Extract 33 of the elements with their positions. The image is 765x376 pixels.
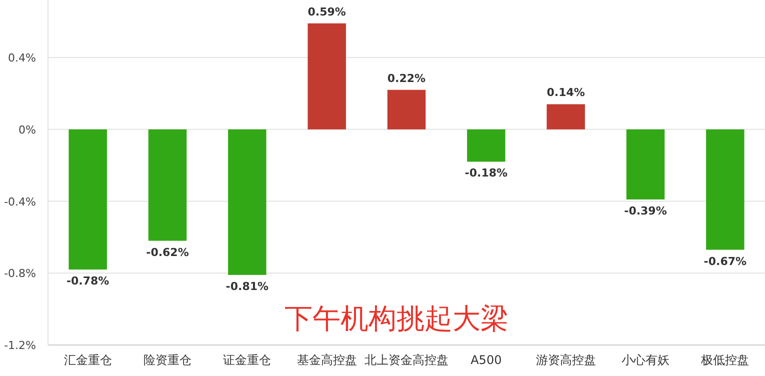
x-tick-label: 基金高控盘 [296, 353, 357, 367]
data-label: 0.22% [387, 72, 426, 85]
x-tick-label: 险资重仓 [144, 353, 192, 367]
data-label: -0.18% [464, 166, 508, 180]
data-label: 0.14% [546, 86, 585, 100]
x-tick-label: 北上资金高控盘 [364, 353, 448, 367]
y-tick-label: -1.2% [4, 339, 36, 352]
data-label: -0.62% [146, 246, 189, 259]
bar [626, 129, 665, 200]
bar [148, 129, 187, 241]
x-tick-label: A500 [470, 353, 502, 367]
y-tick-label: 0.4% [8, 52, 36, 64]
y-tick-label: -0.4% [4, 195, 36, 208]
bar [546, 104, 585, 130]
bar [387, 90, 426, 130]
x-tick-label: 证金重仓 [223, 353, 272, 367]
x-tick-label: 极低控盘 [700, 353, 750, 367]
bar [68, 129, 107, 270]
bar [467, 129, 506, 162]
data-label: -0.67% [704, 254, 747, 268]
data-label: -0.78% [66, 274, 110, 288]
y-tick-label: -0.8% [4, 267, 36, 280]
annotation: 下午机构挑起大梁 [284, 302, 508, 336]
x-tick-label: 汇金重仓 [64, 353, 112, 367]
bar [706, 129, 744, 250]
data-label: 0.59% [308, 5, 346, 18]
bar [308, 23, 346, 130]
bar [228, 129, 266, 275]
x-tick-label: 小心有妖 [622, 353, 670, 367]
x-tick-label: 游资高控盘 [536, 353, 596, 367]
data-label: -0.39% [624, 204, 667, 218]
y-tick-label: 0% [18, 123, 36, 136]
data-label: -0.81% [226, 280, 269, 293]
